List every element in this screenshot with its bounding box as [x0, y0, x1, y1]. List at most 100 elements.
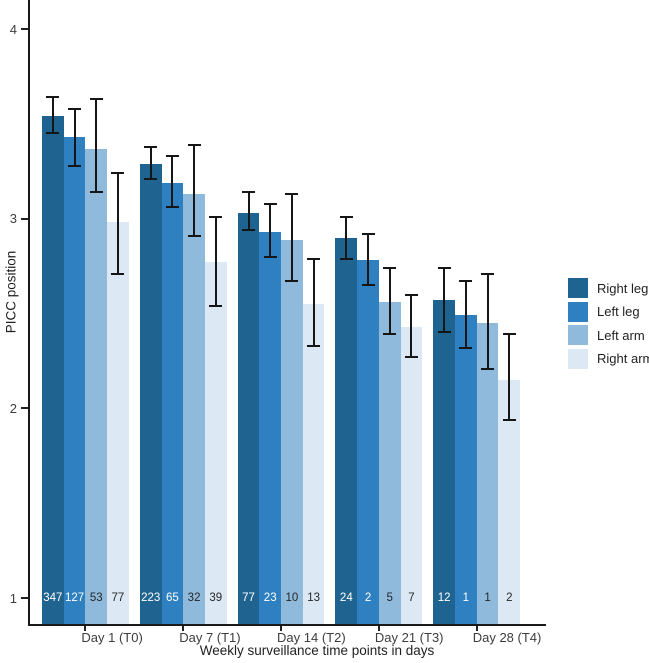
y-axis-title: PICC position [3, 250, 19, 334]
bar-count-label: 12 [437, 592, 451, 604]
legend-swatch-left-leg [568, 301, 588, 322]
bar [476, 322, 499, 624]
bar [455, 315, 477, 624]
error-bar-cap-top [68, 107, 82, 110]
error-bar-line [171, 156, 174, 208]
error-bar-cap-top [144, 145, 158, 148]
bar [498, 379, 521, 624]
error-bar-line [312, 258, 315, 346]
error-bar-line [464, 281, 467, 348]
error-bar-line [486, 273, 489, 369]
error-bar-cap-top [165, 155, 179, 158]
bar-count-label: 2 [506, 592, 513, 604]
bar [183, 194, 205, 624]
y-tick-mark [21, 407, 28, 410]
y-axis-line [28, 0, 30, 626]
legend-swatch-left-arm [568, 325, 588, 345]
error-bar-cap-bottom [481, 367, 495, 370]
error-bar-cap-top [481, 272, 495, 275]
bar-count-label: 32 [187, 592, 201, 604]
error-bar-cap-bottom [459, 346, 473, 349]
y-tick-mark [21, 28, 28, 31]
bar-count-label: 53 [89, 592, 103, 604]
error-bar-cap-bottom [339, 257, 353, 260]
legend-label-left-arm: Left arm [597, 327, 645, 343]
bar [42, 116, 64, 624]
error-bar-cap-top [361, 232, 375, 235]
y-tick-label: 2 [9, 400, 17, 416]
error-bar-line [193, 144, 196, 236]
x-tick-label: Day 28 (T4) [472, 630, 542, 645]
bar-count-label: 347 [43, 592, 63, 604]
error-bar-cap-top [437, 266, 451, 269]
error-bar-line [388, 267, 391, 335]
error-bar-cap-bottom [187, 234, 201, 237]
y-tick-label: 3 [9, 211, 17, 227]
bar-count-label: 10 [285, 592, 299, 604]
error-bar-cap-top [502, 333, 516, 336]
error-bar-cap-bottom [437, 331, 451, 334]
error-bar-cap-bottom [263, 255, 277, 258]
error-bar-cap-bottom [307, 344, 321, 347]
legend-swatch-right-leg [568, 278, 588, 298]
bar-count-label: 1 [462, 592, 470, 604]
legend-label-left-leg: Left leg [597, 304, 640, 319]
error-bar-cap-top [89, 98, 103, 101]
error-bar-line [51, 97, 54, 134]
error-bar-cap-top [111, 172, 125, 175]
bar-count-label: 77 [242, 592, 255, 604]
legend-item-right-arm: Right arm [568, 348, 649, 369]
x-tick-label: Day 14 (T2) [277, 630, 346, 645]
error-bar-line [269, 203, 272, 257]
y-tick-mark [21, 217, 28, 220]
error-bar-line [410, 294, 413, 358]
bar-count-label: 13 [307, 592, 321, 604]
legend-label-right-leg: Right leg [597, 280, 649, 296]
error-bar-line [443, 267, 446, 333]
bar [107, 222, 129, 624]
error-bar-cap-top [459, 280, 473, 283]
bar [259, 231, 282, 624]
bar-count-label: 65 [165, 592, 179, 604]
bar [433, 300, 455, 624]
bar-count-label: 24 [339, 592, 353, 604]
bar [281, 239, 303, 624]
bar-count-label: 7 [408, 592, 415, 604]
y-tick-mark [21, 597, 28, 599]
error-bar-cap-bottom [361, 284, 375, 287]
error-bar-cap-top [263, 202, 277, 205]
error-bar-line [345, 216, 348, 259]
legend-label-right-arm: Right arm [597, 351, 649, 366]
error-bar-cap-bottom [404, 356, 418, 359]
error-bar-cap-bottom [502, 418, 516, 421]
error-bar-cap-top [285, 193, 299, 196]
bar [204, 262, 227, 624]
bar [161, 182, 184, 624]
bar-count-label: 5 [386, 592, 393, 604]
error-bar-cap-bottom [165, 206, 179, 209]
x-tick-mark [475, 626, 478, 631]
error-bar-line [73, 108, 76, 166]
x-tick-label: Day 21 (T3) [374, 630, 444, 645]
error-bar-cap-bottom [383, 333, 397, 336]
error-bar-cap-top [46, 96, 60, 99]
error-bar-cap-bottom [89, 191, 103, 194]
legend-item-left-arm: Left arm [568, 325, 649, 345]
error-bar-cap-bottom [285, 280, 299, 283]
bar [335, 237, 358, 624]
x-tick-mark [182, 626, 185, 631]
error-bar-cap-bottom [46, 132, 60, 135]
error-bar-cap-bottom [68, 164, 82, 167]
y-tick-label: 4 [9, 21, 17, 37]
error-bar-line [116, 173, 119, 274]
y-tick-label: 1 [9, 590, 17, 606]
error-bar-line [149, 146, 152, 179]
error-bar-cap-top [187, 143, 201, 146]
error-bar-cap-top [339, 215, 353, 218]
x-tick-label: Day 1 (T0) [81, 630, 143, 645]
bar [237, 212, 260, 624]
bar-count-label: 1 [484, 592, 491, 604]
bar [63, 137, 86, 624]
bar [400, 326, 423, 624]
